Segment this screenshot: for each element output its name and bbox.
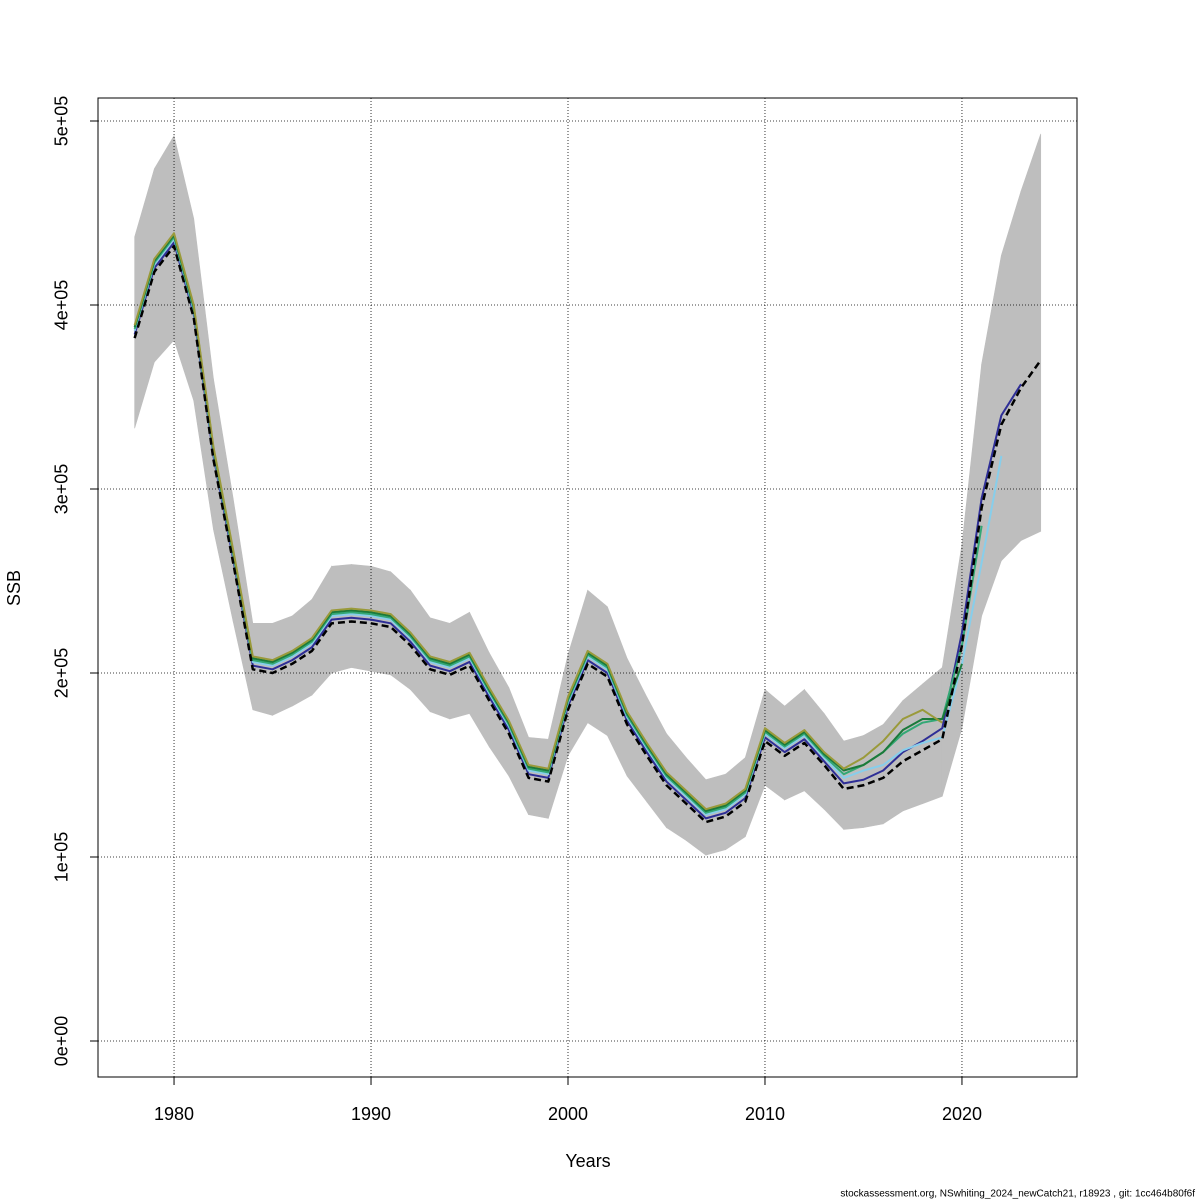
series-line [133,244,1042,824]
x-tick-label: 1980 [154,1104,194,1124]
series-line [133,234,963,812]
series-line [133,232,943,811]
x-axis-title: Years [565,1151,610,1171]
x-tick-label: 1990 [351,1104,391,1124]
footnote: stockassessment.org, NSwhiting_2024_newC… [840,1189,1195,1200]
plot-box [97,97,1078,1078]
confidence-band [981,255,1002,617]
y-tick-label: 2e+05 [52,648,72,699]
y-tick-label: 1e+05 [52,832,72,883]
y-tick-label: 4e+05 [52,280,72,331]
y-tick-label: 0e+00 [52,1016,72,1067]
confidence-band [1001,190,1022,562]
confidence-band [1020,133,1042,541]
y-tick-label: 5e+05 [52,96,72,147]
y-axis-title: SSB [4,570,24,606]
y-tick-label: 3e+05 [52,464,72,515]
series-line [133,241,1022,820]
x-tick-label: 2010 [745,1104,785,1124]
x-tick-label: 2020 [942,1104,982,1124]
x-tick-label: 2000 [548,1104,588,1124]
